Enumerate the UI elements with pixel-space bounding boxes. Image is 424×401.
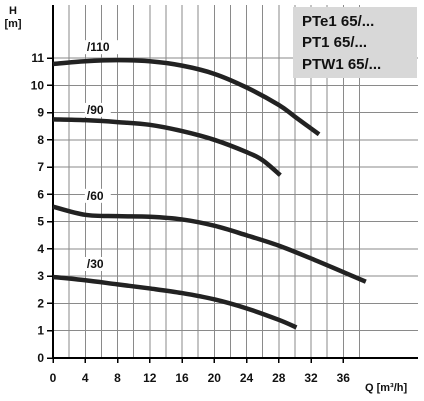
model-legend-box [293, 7, 417, 78]
x-tick-label-1: 4 [82, 371, 89, 385]
grid-layer [53, 5, 418, 358]
y-tick-label-7: 7 [37, 160, 44, 174]
series-line-30 [52, 274, 298, 330]
x-tick-label-9: 36 [337, 371, 351, 385]
y-tick-label-4: 4 [37, 242, 44, 256]
x-tick-label-4: 16 [175, 371, 189, 385]
y-tick-label-5: 5 [37, 215, 44, 229]
x-tick-label-3: 12 [143, 371, 157, 385]
x-tick-label-2: 8 [114, 371, 121, 385]
series-label-background-110 [84, 40, 119, 55]
series-label-background-90 [84, 102, 111, 117]
x-tick-label-5: 20 [208, 371, 222, 385]
y-axis-title-line-2: [m] [4, 18, 21, 30]
series-label-60: /60 [87, 189, 104, 203]
y-tick-label-0: 0 [37, 351, 44, 365]
y-tick-label-1: 1 [37, 324, 44, 338]
y-tick-label-2: 2 [37, 296, 44, 310]
x-tick-label-8: 32 [304, 371, 318, 385]
model-legend-line-1: PTe1 65/... [302, 13, 374, 30]
series-line-60 [52, 204, 367, 284]
x-axis-title: Q [m³/h] [365, 382, 407, 394]
y-tick-label-3: 3 [37, 269, 44, 283]
y-tick-label-10: 10 [31, 78, 45, 92]
model-legend-line-2: PT1 65/... [302, 34, 367, 51]
series-line-110 [52, 57, 321, 137]
series-label-background-60 [84, 188, 111, 203]
y-axis-title-line-1: H [9, 5, 17, 17]
series-label-110: /110 [87, 40, 110, 54]
y-tick-label-11: 11 [31, 51, 44, 65]
model-legend: PTe1 65/... PT1 65/... PTW1 65/... [293, 7, 417, 78]
series-layer [52, 57, 367, 330]
x-tick-label-6: 24 [240, 371, 254, 385]
y-tick-label-6: 6 [37, 187, 44, 201]
series-line-90 [52, 117, 282, 177]
model-legend-line-3: PTW1 65/... [302, 56, 381, 73]
series-label-30: /30 [87, 257, 104, 271]
series-label-90: /90 [87, 103, 104, 117]
y-tick-label-8: 8 [37, 133, 44, 147]
x-tick-label-0: 0 [50, 371, 57, 385]
x-tick-label-7: 28 [272, 371, 286, 385]
series-label-background-30 [84, 257, 111, 271]
y-tick-label-9: 9 [37, 106, 44, 120]
